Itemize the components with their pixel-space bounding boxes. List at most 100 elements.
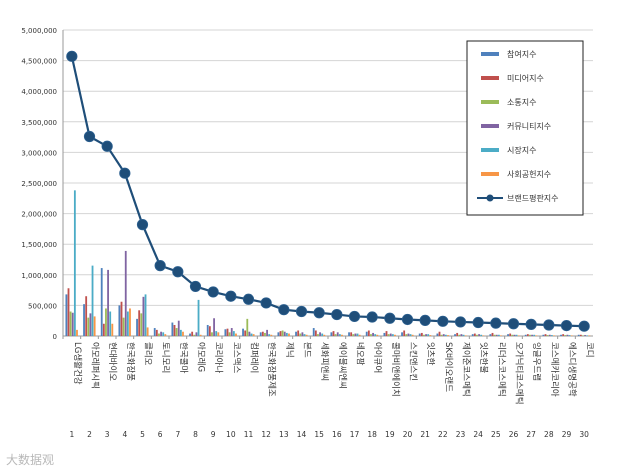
bar	[560, 334, 562, 336]
line-point	[507, 318, 520, 330]
legend-label: 사회공헌지수	[507, 170, 551, 179]
x-category-label: 한국콜마	[178, 342, 188, 373]
bar	[334, 334, 337, 336]
bar	[259, 332, 262, 336]
line-point	[401, 313, 414, 326]
bar	[179, 329, 182, 336]
x-number-label: 6	[158, 430, 163, 439]
x-number-label: 5	[140, 430, 145, 439]
x-category-label: SK바이오랜드	[443, 342, 454, 392]
bar	[440, 334, 443, 336]
bar	[338, 334, 341, 336]
x-number-label: 27	[526, 430, 536, 439]
bar	[394, 334, 396, 336]
y-tick-label: 5,000,000	[21, 27, 57, 35]
bar	[312, 328, 315, 336]
bar	[348, 332, 350, 336]
bar	[175, 328, 178, 336]
x-category-label: 리더스코스메틱	[496, 342, 507, 397]
bar	[71, 312, 74, 336]
line-point	[384, 312, 396, 324]
bar	[462, 334, 465, 336]
bar	[197, 299, 200, 336]
x-number-label: 28	[544, 430, 554, 439]
x-category-label: 아모레퍼시픽	[90, 342, 101, 389]
legend-label: 커뮤니티지수	[507, 121, 551, 131]
bar	[376, 334, 379, 336]
bar	[403, 330, 406, 336]
x-category-label: 한국화장품제조	[266, 342, 277, 397]
bar	[332, 331, 335, 336]
line-point	[578, 320, 590, 332]
bar	[73, 190, 76, 336]
legend-swatch	[481, 76, 499, 80]
bar	[489, 334, 492, 336]
line-point	[543, 319, 555, 331]
x-category-label: 코스맥스	[231, 342, 242, 373]
bar	[277, 332, 280, 336]
bar	[65, 294, 68, 336]
x-category-label: 세화피앤씨	[319, 342, 330, 381]
bar	[352, 334, 355, 336]
bar	[544, 334, 547, 336]
bar	[425, 334, 427, 336]
bar	[285, 332, 288, 336]
bar	[526, 334, 529, 336]
bar	[515, 334, 518, 336]
bar	[370, 334, 372, 336]
bar	[83, 304, 85, 336]
legend-swatch	[481, 172, 499, 176]
bar	[535, 335, 538, 336]
bar	[517, 335, 520, 336]
bar	[464, 335, 467, 336]
bar	[354, 333, 357, 336]
bar	[232, 331, 235, 336]
bar	[111, 323, 114, 336]
bar	[350, 332, 353, 336]
bar	[266, 329, 268, 336]
bar	[189, 333, 191, 336]
bar	[182, 331, 184, 336]
bar	[447, 335, 449, 336]
bar	[480, 334, 483, 336]
bar	[85, 296, 88, 336]
y-tick-label: 2,500,000	[21, 180, 57, 188]
x-number-label: 29	[562, 430, 572, 439]
bar	[336, 332, 339, 336]
bar	[122, 317, 125, 336]
line-point	[136, 219, 149, 231]
line-point	[419, 314, 431, 326]
line-series	[66, 50, 590, 332]
legend-swatch	[481, 52, 499, 56]
bar	[138, 310, 141, 336]
bar	[391, 334, 394, 336]
x-category-label: 컴퍼레이	[249, 342, 260, 373]
x-category-label: 에이블씨엔씨	[337, 342, 348, 389]
bar	[193, 334, 196, 336]
bar	[372, 332, 374, 336]
bar	[356, 333, 359, 336]
x-number-label: 13	[279, 430, 289, 439]
bar	[358, 334, 361, 336]
bar	[423, 334, 425, 336]
x-category-label: 클리오	[143, 342, 153, 366]
bar	[102, 323, 105, 336]
bar-series	[65, 190, 591, 336]
line-point	[119, 167, 131, 179]
x-number-label: 17	[350, 430, 360, 439]
y-tick-label: 3,500,000	[21, 119, 57, 127]
line-point	[295, 305, 308, 318]
line-point	[560, 319, 573, 332]
legend-label: 브랜드평판지수	[507, 193, 559, 203]
x-category-label: 에스디생명공학	[567, 342, 578, 397]
line-point	[454, 316, 467, 328]
bar	[144, 294, 147, 336]
x-category-label: 현대바이오	[107, 342, 118, 381]
bar	[120, 301, 123, 336]
legend-label: 소통지수	[507, 98, 536, 107]
line-point	[260, 297, 272, 309]
bar	[385, 331, 388, 336]
line-point	[348, 310, 361, 323]
x-number-label: 30	[579, 430, 589, 439]
